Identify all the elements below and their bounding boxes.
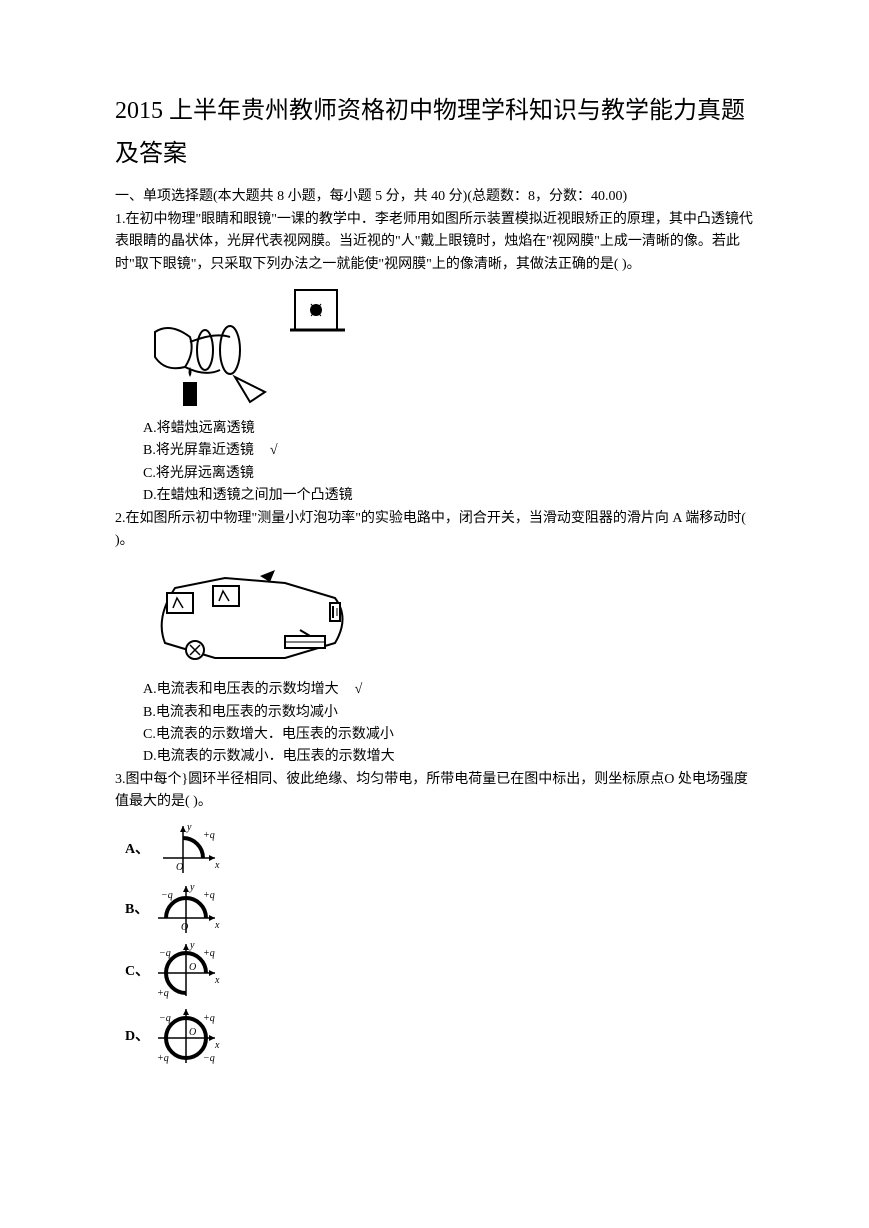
q1-option-d: D.在蜡烛和透镜之间加一个凸透镜 — [115, 485, 754, 507]
svg-text:y: y — [186, 822, 192, 833]
q2-opt-c-text: C.电流表的示数增大．电压表的示数减小 — [143, 724, 394, 746]
q3-label-d: D、 — [125, 1025, 153, 1045]
svg-text:+q: +q — [203, 830, 215, 841]
svg-text:+q: +q — [203, 1013, 215, 1024]
q1-option-c: C.将光屏远离透镜 — [115, 463, 754, 485]
check-mark: √ — [270, 440, 278, 462]
q2-opt-b-text: B.电流表和电压表的示数均减小 — [143, 702, 338, 724]
q1-text: 1.在初中物理"眼睛和眼镜"一课的教学中．李老师用如图所示装置模拟近视眼矫正的原… — [115, 209, 754, 276]
svg-text:O: O — [189, 962, 196, 973]
svg-text:−q: −q — [159, 1013, 171, 1024]
q1-option-b: B.将光屏靠近透镜 √ — [115, 440, 754, 462]
q2-figure — [135, 558, 754, 673]
q1-opt-b-text: B.将光屏靠近透镜 — [143, 440, 254, 462]
check-mark: √ — [355, 679, 363, 701]
svg-text:x: x — [214, 920, 220, 931]
q3-row-d: D、 −q +q +q −q O x — [125, 1003, 754, 1068]
q1-opt-c-text: C.将光屏远离透镜 — [143, 463, 254, 485]
q3-row-c: C、 −q +q +q O x y — [125, 938, 754, 1003]
svg-text:−q: −q — [159, 948, 171, 959]
svg-text:x: x — [214, 860, 220, 871]
svg-text:+q: +q — [157, 1053, 169, 1064]
svg-text:y: y — [189, 882, 195, 893]
q3-row-b: B、 −q +q O x y — [125, 878, 754, 938]
svg-text:−q: −q — [203, 1053, 215, 1064]
q3-row-a: A、 +q O x y — [125, 818, 754, 878]
svg-text:+q: +q — [157, 988, 169, 999]
page-title: 2015 上半年贵州教师资格初中物理学科知识与教学能力真题及答案 — [115, 90, 754, 176]
q2-option-a: A.电流表和电压表的示数均增大 √ — [115, 679, 754, 701]
q2-option-c: C.电流表的示数增大．电压表的示数减小 — [115, 724, 754, 746]
svg-text:O: O — [181, 922, 188, 933]
q3-label-c: C、 — [125, 960, 153, 980]
q1-opt-a-text: A.将蜡烛远离透镜 — [143, 418, 255, 440]
svg-text:x: x — [214, 975, 220, 986]
q2-option-b: B.电流表和电压表的示数均减小 — [115, 702, 754, 724]
svg-text:+q: +q — [203, 948, 215, 959]
q1-figure — [135, 282, 754, 412]
svg-text:O: O — [176, 862, 183, 873]
q2-opt-d-text: D.电流表的示数减小．电压表的示数增大 — [143, 746, 395, 768]
q2-option-d: D.电流表的示数减小．电压表的示数增大 — [115, 746, 754, 768]
q1-option-a: A.将蜡烛远离透镜 — [115, 418, 754, 440]
section-header: 一、单项选择题(本大题共 8 小题，每小题 5 分，共 40 分)(总题数：8，… — [115, 186, 754, 208]
q3-label-a: A、 — [125, 838, 153, 858]
q3-text: 3.图中每个}圆环半径相同、彼此绝缘、均匀带电，所带电荷量已在图中标出，则坐标原… — [115, 769, 754, 814]
q3-label-b: B、 — [125, 898, 153, 918]
svg-text:+q: +q — [203, 890, 215, 901]
q3-figures: A、 +q O x y B、 −q +q O x y C、 — [125, 818, 754, 1068]
svg-text:−q: −q — [161, 890, 173, 901]
svg-text:y: y — [189, 940, 195, 951]
q1-opt-d-text: D.在蜡烛和透镜之间加一个凸透镜 — [143, 485, 353, 507]
svg-text:O: O — [189, 1027, 196, 1038]
q2-text: 2.在如图所示初中物理"测量小灯泡功率"的实验电路中，闭合开关，当滑动变阻器的滑… — [115, 508, 754, 553]
svg-text:x: x — [214, 1040, 220, 1051]
q2-opt-a-text: A.电流表和电压表的示数均增大 — [143, 679, 339, 701]
